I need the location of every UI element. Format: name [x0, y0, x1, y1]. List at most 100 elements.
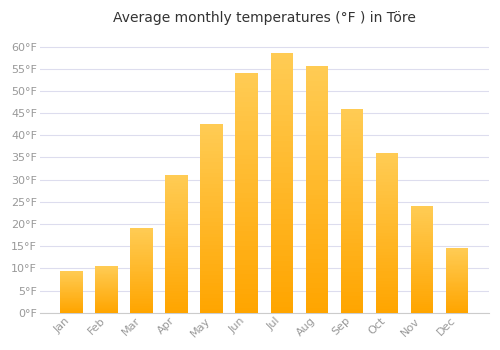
- Bar: [166, 255, 188, 258]
- Bar: [270, 162, 293, 167]
- Bar: [96, 288, 118, 289]
- Bar: [340, 145, 363, 149]
- Bar: [60, 306, 83, 307]
- Bar: [96, 301, 118, 302]
- Bar: [376, 214, 398, 217]
- Bar: [410, 287, 434, 289]
- Bar: [60, 273, 83, 274]
- Bar: [236, 308, 258, 313]
- Bar: [306, 126, 328, 131]
- Bar: [130, 230, 153, 232]
- Bar: [446, 273, 468, 274]
- Bar: [376, 226, 398, 230]
- Bar: [130, 235, 153, 237]
- Bar: [130, 311, 153, 313]
- Bar: [446, 281, 468, 282]
- Bar: [340, 137, 363, 141]
- Bar: [376, 195, 398, 198]
- Bar: [96, 295, 118, 296]
- Bar: [130, 277, 153, 279]
- Bar: [410, 294, 434, 296]
- Bar: [236, 198, 258, 203]
- Bar: [130, 279, 153, 281]
- Bar: [236, 255, 258, 260]
- Bar: [270, 281, 293, 287]
- Bar: [306, 278, 328, 283]
- Bar: [130, 259, 153, 260]
- Bar: [166, 178, 188, 181]
- Bar: [60, 285, 83, 286]
- Bar: [166, 304, 188, 307]
- Bar: [96, 266, 118, 267]
- Bar: [200, 252, 223, 256]
- Bar: [376, 198, 398, 201]
- Bar: [236, 217, 258, 222]
- Bar: [166, 192, 188, 195]
- Bar: [446, 266, 468, 268]
- Bar: [236, 97, 258, 102]
- Bar: [166, 299, 188, 302]
- Bar: [410, 243, 434, 245]
- Bar: [306, 116, 328, 121]
- Bar: [446, 310, 468, 312]
- Bar: [306, 76, 328, 81]
- Bar: [60, 302, 83, 303]
- Bar: [236, 92, 258, 97]
- Bar: [236, 212, 258, 217]
- Bar: [130, 245, 153, 247]
- Bar: [306, 288, 328, 293]
- Bar: [306, 81, 328, 86]
- Bar: [60, 296, 83, 297]
- Bar: [166, 285, 188, 288]
- Bar: [60, 287, 83, 288]
- Bar: [200, 199, 223, 203]
- Bar: [446, 285, 468, 286]
- Bar: [60, 271, 83, 272]
- Bar: [166, 175, 188, 178]
- Bar: [60, 288, 83, 289]
- Bar: [446, 305, 468, 306]
- Bar: [410, 302, 434, 304]
- Bar: [200, 181, 223, 184]
- Bar: [410, 240, 434, 243]
- Bar: [130, 308, 153, 309]
- Bar: [270, 178, 293, 183]
- Bar: [236, 222, 258, 226]
- Bar: [270, 95, 293, 100]
- Bar: [340, 174, 363, 178]
- Bar: [200, 275, 223, 279]
- Bar: [166, 203, 188, 205]
- Bar: [166, 241, 188, 244]
- Bar: [200, 237, 223, 241]
- Bar: [200, 192, 223, 196]
- Bar: [236, 241, 258, 246]
- Bar: [60, 290, 83, 291]
- Bar: [376, 223, 398, 226]
- Bar: [376, 236, 398, 239]
- Bar: [410, 206, 434, 208]
- Bar: [166, 181, 188, 183]
- Bar: [376, 294, 398, 297]
- Bar: [130, 248, 153, 250]
- Bar: [60, 297, 83, 298]
- Bar: [200, 264, 223, 267]
- Bar: [270, 204, 293, 209]
- Bar: [376, 243, 398, 246]
- Bar: [410, 210, 434, 212]
- Bar: [410, 283, 434, 285]
- Bar: [446, 268, 468, 269]
- Bar: [306, 283, 328, 288]
- Bar: [60, 293, 83, 294]
- Bar: [130, 301, 153, 302]
- Bar: [376, 210, 398, 214]
- Bar: [236, 169, 258, 174]
- Bar: [446, 261, 468, 262]
- Bar: [306, 155, 328, 160]
- Bar: [340, 235, 363, 239]
- Bar: [446, 291, 468, 292]
- Bar: [446, 299, 468, 300]
- Bar: [306, 268, 328, 273]
- Bar: [446, 297, 468, 299]
- Bar: [236, 231, 258, 236]
- Bar: [96, 306, 118, 307]
